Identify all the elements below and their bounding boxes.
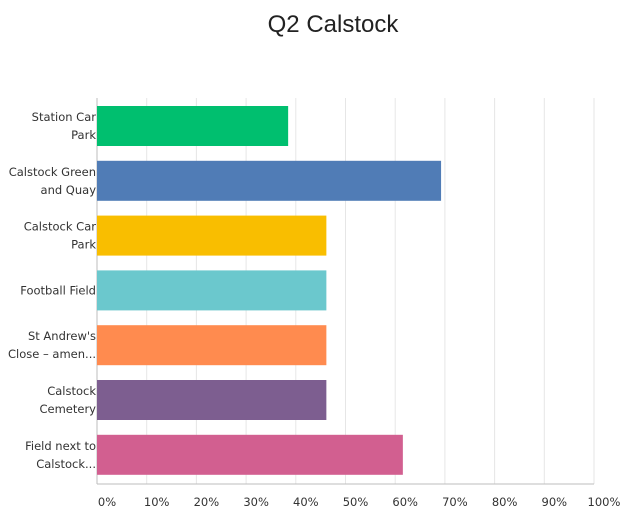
bar [97, 325, 327, 366]
category-labels: Station Car Park Calstock Green and Quay Cal… [8, 110, 96, 471]
x-tick-label: 100% [588, 495, 620, 508]
category-label: Field next to [25, 439, 96, 453]
x-tick-label: 50% [343, 495, 369, 508]
category-label: Calstock... [36, 457, 96, 471]
category-label: St Andrew's [28, 329, 96, 343]
bar [97, 160, 442, 201]
bar [97, 106, 289, 146]
bar [97, 215, 327, 256]
category-label: Park [71, 128, 96, 142]
chart-title: Q2 Calstock [268, 11, 400, 38]
category-label: Cemetery [39, 402, 96, 416]
category-label: Calstock Green [9, 165, 96, 179]
category-label: Football Field [20, 283, 96, 297]
bar [97, 434, 403, 475]
x-tick-label: 70% [442, 495, 468, 508]
x-tick-label: 80% [492, 495, 518, 508]
bar [97, 270, 327, 311]
x-tick-label: 30% [243, 495, 269, 508]
category-label: Park [71, 238, 96, 252]
x-tick-label: 90% [542, 495, 568, 508]
x-tick-label: 20% [194, 495, 220, 508]
category-label: Calstock [47, 384, 96, 398]
x-tick-label: 0% [98, 495, 116, 508]
category-label: Station Car [32, 110, 97, 124]
category-label: and Quay [41, 183, 97, 197]
x-tick-label: 60% [392, 495, 418, 508]
bars [97, 106, 442, 475]
category-label: Close – amen... [8, 347, 96, 361]
x-tick-label: 40% [293, 495, 319, 508]
category-label: Calstock Car [24, 220, 97, 234]
x-tick-label: 10% [144, 495, 170, 508]
bar [97, 380, 327, 420]
x-axis-ticks: 0% 10% 20% 30% 40% 50% 60% 70% 80% 90% 100% [98, 495, 620, 508]
